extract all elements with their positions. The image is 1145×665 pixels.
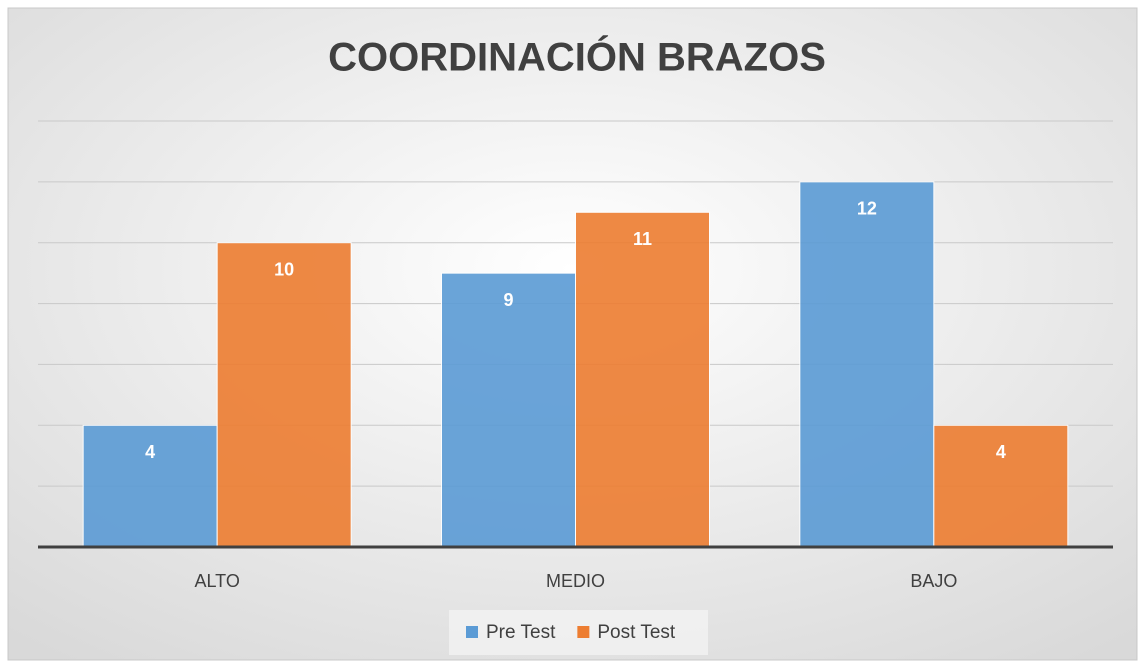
data-label: 4 bbox=[145, 442, 155, 462]
bar bbox=[82, 424, 218, 548]
x-tick-label: MEDIO bbox=[546, 571, 605, 591]
bar bbox=[575, 211, 710, 548]
x-tick-label: ALTO bbox=[194, 571, 239, 591]
data-label: 9 bbox=[503, 290, 513, 310]
bar bbox=[933, 424, 1069, 548]
chart-title: COORDINACIÓN BRAZOS bbox=[328, 34, 826, 80]
data-label: 10 bbox=[274, 259, 294, 279]
legend-swatch bbox=[577, 626, 590, 638]
bar bbox=[216, 242, 352, 548]
data-label: 4 bbox=[996, 442, 1006, 462]
data-label: 12 bbox=[857, 199, 877, 219]
bar bbox=[441, 272, 576, 548]
legend-label: Post Test bbox=[597, 622, 676, 643]
legend-label: Pre Test bbox=[486, 622, 556, 643]
x-tick-label: BAJO bbox=[910, 571, 957, 591]
legend-swatch bbox=[466, 626, 478, 638]
data-label: 11 bbox=[633, 229, 652, 249]
bar bbox=[799, 181, 935, 548]
